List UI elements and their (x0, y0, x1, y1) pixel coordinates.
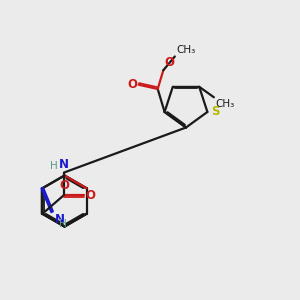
Text: N: N (55, 213, 64, 226)
Text: O: O (165, 56, 175, 69)
Text: S: S (211, 106, 220, 118)
Text: O: O (127, 78, 137, 91)
Text: O: O (86, 189, 96, 202)
Text: H: H (50, 161, 57, 171)
Text: H: H (59, 219, 67, 229)
Text: N: N (59, 158, 69, 171)
Text: CH₃: CH₃ (215, 99, 235, 109)
Text: O: O (59, 179, 70, 192)
Text: CH₃: CH₃ (176, 45, 196, 55)
